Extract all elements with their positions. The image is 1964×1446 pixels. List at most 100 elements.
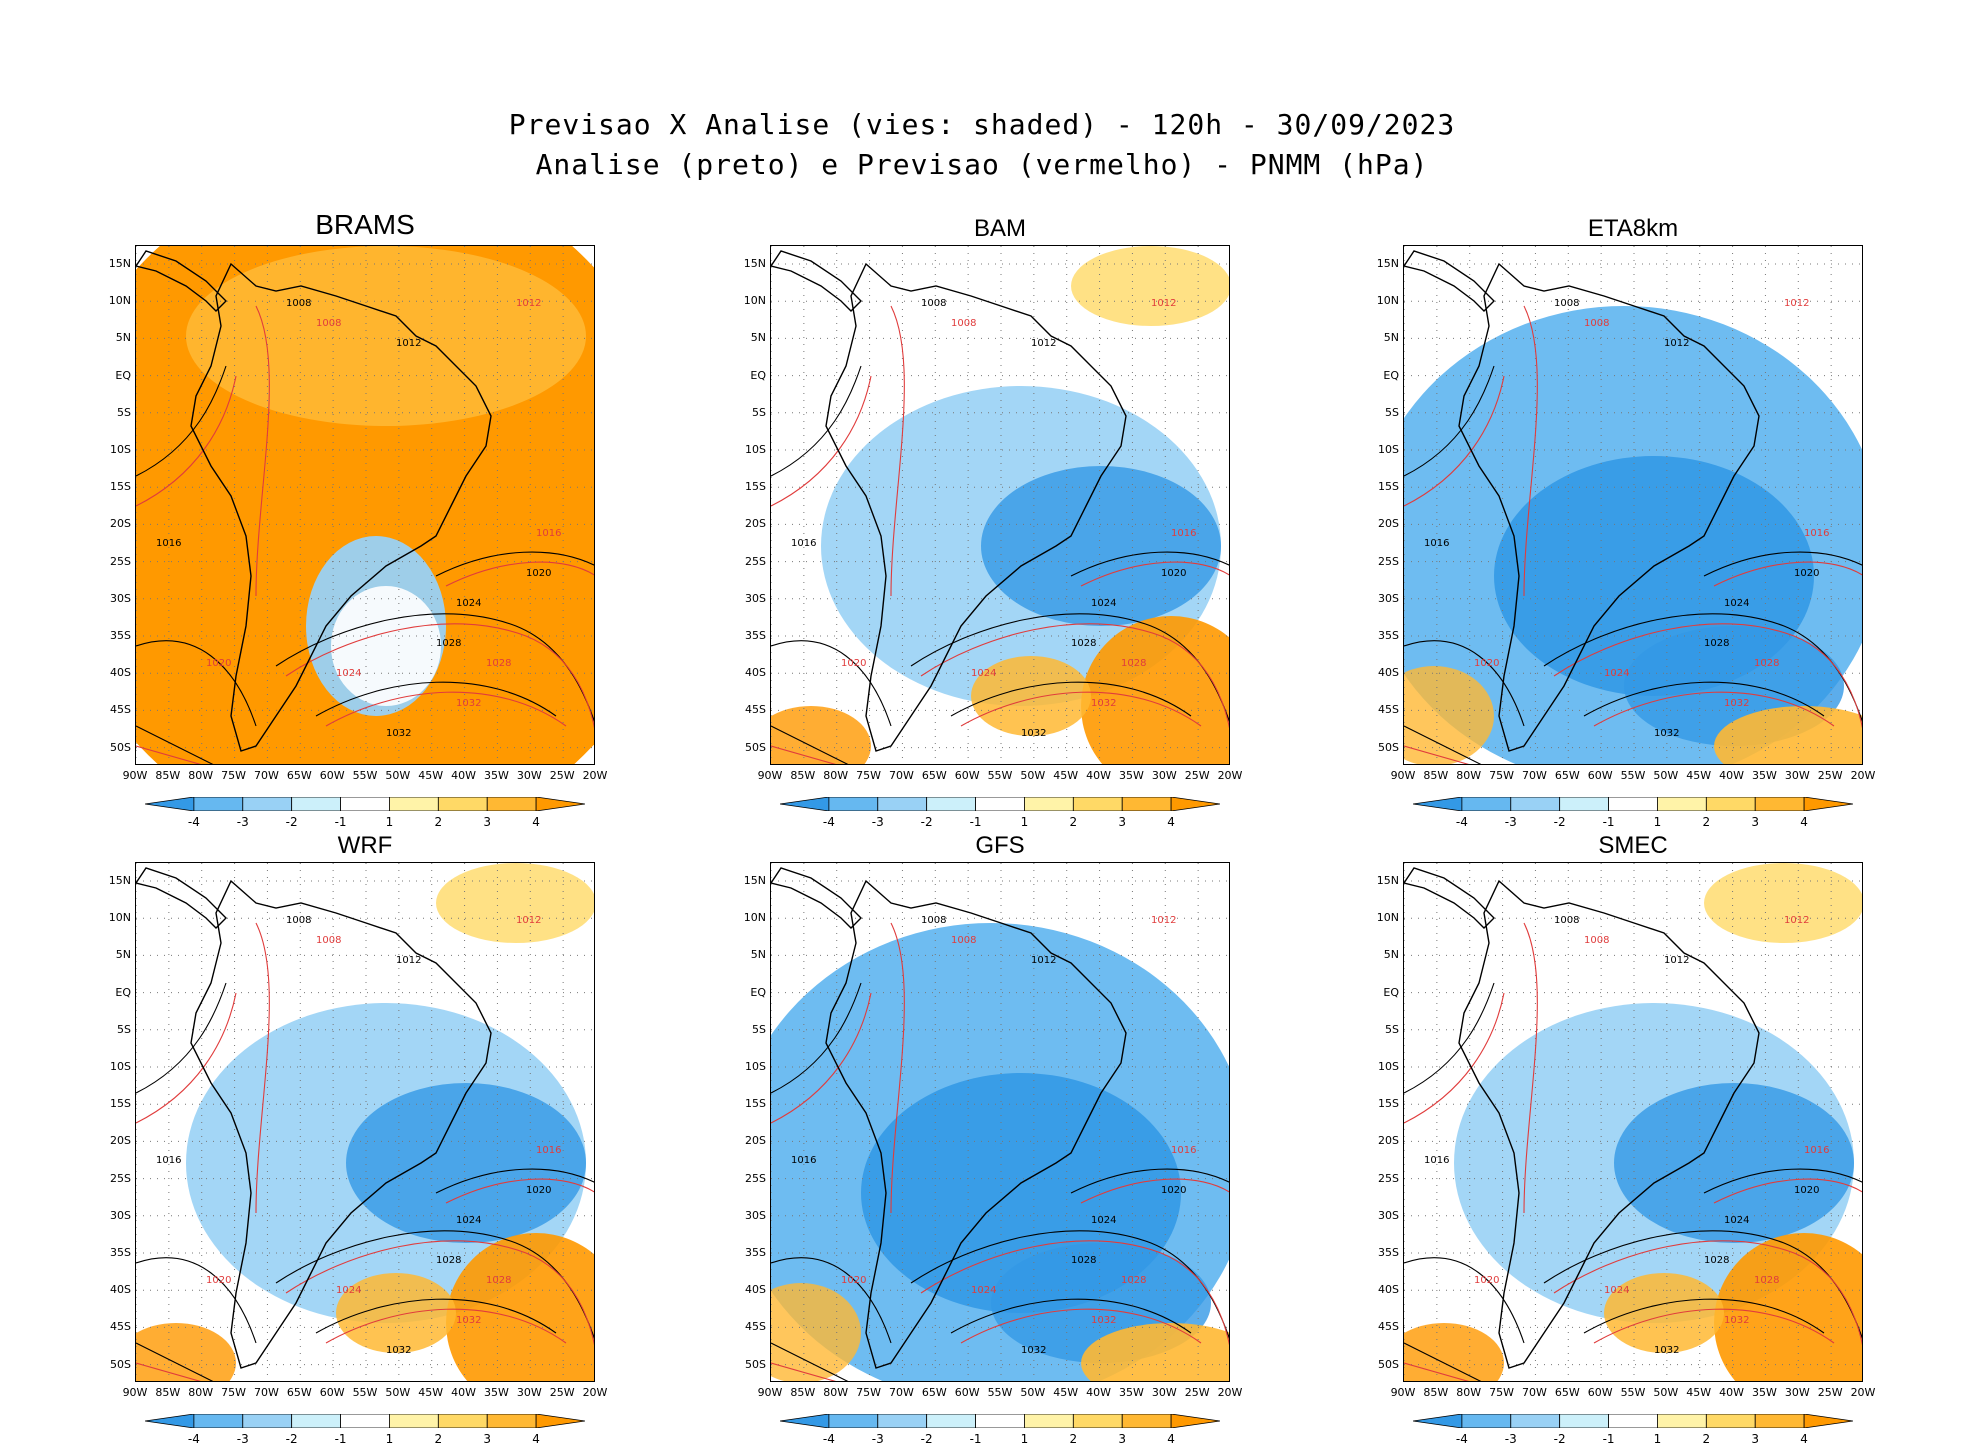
analysis-isobar-label: 1012 — [1664, 338, 1689, 349]
colorbar-swatch — [242, 797, 293, 811]
coastline — [136, 867, 227, 929]
analysis-isobar — [771, 725, 849, 764]
forecast-isobar-label: 1016 — [1804, 528, 1829, 539]
lat-tick-label: 20S — [1378, 1134, 1399, 1148]
lat-tick-label: 35S — [1378, 1246, 1399, 1259]
lat-tick-label: 15S — [110, 1097, 131, 1111]
analysis-isobar — [1404, 365, 1495, 477]
forecast-isobar — [1404, 992, 1505, 1124]
lon-tick-label: 50W — [1653, 769, 1679, 782]
lon-tick-label: 80W — [188, 769, 214, 782]
lat-tick-label: 25S — [745, 1171, 766, 1185]
colorbar-label: -2 — [285, 1432, 298, 1446]
coastline — [136, 250, 227, 312]
bias-shading — [346, 1083, 586, 1243]
lat-tick-label: 10N — [743, 911, 766, 925]
lat-tick-label: 15N — [108, 257, 131, 270]
analysis-isobar — [1070, 551, 1229, 577]
lon-tick-label: 30W — [1784, 769, 1810, 782]
forecast-isobar-label: 1028 — [1754, 1275, 1779, 1286]
lon-tick-label: 50W — [1020, 769, 1046, 782]
colorbar-label: 3 — [1751, 1432, 1760, 1446]
lat-tick-label: 40S — [110, 1283, 131, 1297]
colorbar — [145, 1414, 585, 1428]
forecast-isobar-label: 1012 — [516, 915, 541, 926]
lon-tick-label: 25W — [1817, 769, 1843, 782]
analysis-isobar-label: 1028 — [436, 638, 461, 649]
forecast-isobar-label: 1016 — [1171, 528, 1196, 539]
lon-tick-label: 40W — [451, 769, 476, 782]
bias-shading — [1614, 1083, 1854, 1243]
lat-tick-label: 35S — [1378, 629, 1399, 642]
colorbar-swatch — [486, 1414, 537, 1428]
panel-title: BAM — [973, 215, 1026, 242]
map-area: 1008 1012 1016 1020 1024 1028 1032 1008 1012 1016… — [135, 245, 595, 765]
analysis-isobar-label: 1028 — [1704, 638, 1729, 649]
forecast-isobar — [136, 375, 237, 507]
forecast-isobar-label: 1012 — [1151, 915, 1176, 926]
forecast-isobar-label: 1016 — [536, 1145, 561, 1156]
analysis-isobar-label: 1020 — [1161, 568, 1186, 579]
analysis-isobar — [910, 613, 1229, 722]
lon-tick-label: 80W — [188, 1386, 214, 1399]
forecast-isobar-label: 1012 — [516, 298, 541, 309]
analysis-isobar-label: 1016 — [156, 1155, 181, 1166]
lat-tick-label: 40S — [1378, 666, 1399, 680]
forecast-isobar — [1593, 691, 1835, 727]
colorbar-swatch — [1559, 797, 1609, 811]
lon-tick-label: 50W — [385, 769, 411, 782]
forecast-isobar — [1713, 561, 1862, 587]
coastline — [190, 879, 492, 1369]
bias-shading — [331, 586, 441, 706]
lon-tick-label: 65W — [1554, 1386, 1580, 1399]
lon-tick-label: 75W — [856, 1386, 881, 1399]
colorbar-swatch — [1170, 797, 1220, 811]
analysis-isobar — [1404, 982, 1495, 1094]
forecast-isobar — [1523, 922, 1538, 1214]
lat-tick-label: 50S — [745, 1357, 766, 1371]
colorbar-swatch — [828, 797, 879, 811]
colorbar-label: 3 — [483, 815, 492, 829]
forecast-isobar — [890, 922, 905, 1214]
forecast-isobar-label: 1028 — [486, 1275, 511, 1286]
lon-tick-label: 40W — [1086, 769, 1111, 782]
forecast-isobar-label: 1020 — [1474, 658, 1499, 669]
analysis-isobar — [1583, 1298, 1825, 1334]
lat-tick-label: 15N — [108, 874, 131, 887]
lon-tick-label: 60W — [954, 769, 980, 782]
colorbar-swatch — [780, 1414, 830, 1428]
colorbar-swatch — [1461, 1414, 1512, 1428]
forecast-isobar — [1713, 1178, 1862, 1204]
colorbar-label: 2 — [1702, 1432, 1711, 1446]
colorbar-label: 1 — [1653, 1432, 1662, 1446]
analysis-isobar — [1703, 1168, 1862, 1194]
colorbar-swatch — [1559, 1414, 1609, 1428]
colorbar-swatch — [389, 1414, 439, 1428]
lon-tick-label: 25W — [1184, 769, 1210, 782]
colorbar-label: 2 — [1069, 1432, 1078, 1446]
colorbar-swatch — [1803, 797, 1853, 811]
lat-tick-label: 25S — [1378, 1171, 1399, 1185]
lat-tick-label: 5S — [117, 1022, 131, 1036]
lat-tick-label: 5N — [1383, 331, 1399, 345]
lat-tick-label: 15S — [1378, 1097, 1399, 1111]
lat-tick-label: 50S — [110, 740, 131, 754]
forecast-isobar — [771, 745, 837, 764]
lat-tick-label: 10N — [1376, 911, 1399, 925]
lat-tick-label: 50S — [110, 1357, 131, 1371]
analysis-isobar-label: 1024 — [1091, 1215, 1116, 1226]
lon-tick-label: 85W — [155, 1386, 181, 1399]
lon-tick-label: 70W — [1521, 1386, 1547, 1399]
colorbar-label: 4 — [1800, 815, 1808, 829]
analysis-isobar-label: 1028 — [1071, 1255, 1096, 1266]
map-area: 1008 1012 1016 1020 1024 1028 1032 1008 1012 1016… — [1403, 245, 1863, 765]
lat-tick-label: 20S — [1378, 517, 1399, 531]
lon-tick-label: 75W — [1489, 1386, 1514, 1399]
colorbar-swatch — [340, 797, 390, 811]
lon-tick-label: 70W — [253, 769, 279, 782]
analysis-isobar-label: 1020 — [1794, 1185, 1819, 1196]
analysis-isobar-label: 1032 — [386, 1345, 411, 1356]
lat-tick-label: EQ — [1383, 368, 1399, 382]
lon-tick-label: 35W — [1118, 1386, 1144, 1399]
coastline — [771, 250, 862, 312]
